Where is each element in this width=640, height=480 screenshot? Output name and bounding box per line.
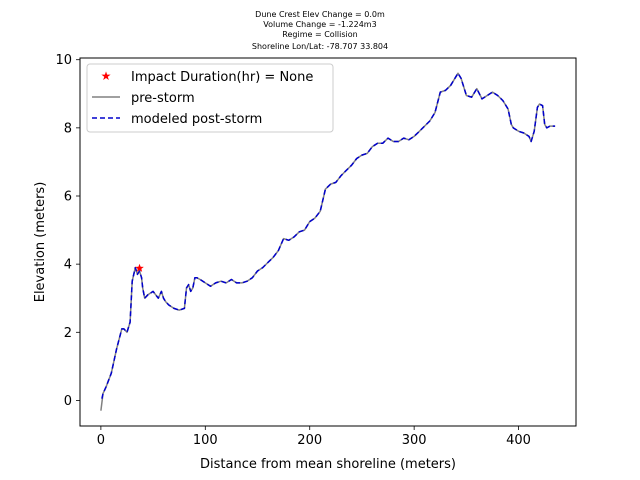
series-line-post-storm (101, 72, 556, 399)
legend-star-icon: ★ (101, 69, 112, 83)
title-line-4: Shoreline Lon/Lat: -78.707 33.804 (252, 42, 388, 51)
y-tick-label: 0 (64, 394, 72, 409)
y-axis-ticks: 0 2 4 6 8 10 (55, 53, 80, 409)
chart-title: Dune Crest Elev Change = 0.0m Volume Cha… (252, 10, 388, 51)
title-line-1: Dune Crest Elev Change = 0.0m (255, 10, 385, 19)
y-tick-label: 8 (64, 121, 72, 136)
series-layer (100, 72, 556, 411)
legend-label-post-storm: modeled post-storm (131, 112, 262, 127)
x-tick-label: 200 (297, 433, 322, 448)
legend-label-impact: Impact Duration(hr) = None (131, 70, 313, 85)
y-tick-label: 2 (64, 326, 72, 341)
x-axis-label: Distance from mean shoreline (meters) (200, 457, 456, 472)
legend-label-pre-storm: pre-storm (131, 91, 195, 106)
legend-frame (86, 63, 334, 133)
plot-frame (79, 57, 577, 427)
title-line-3: Regime = Collision (282, 30, 357, 39)
x-tick-label: 0 (97, 433, 105, 448)
y-axis-label: Elevation (meters) (33, 182, 48, 303)
plot-area (79, 57, 577, 427)
x-axis-ticks: 0 100 200 300 400 (97, 426, 531, 448)
marker-layer (135, 263, 144, 272)
y-tick-label: 4 (64, 258, 72, 273)
legend: ★ Impact Duration(hr) = None pre-storm m… (86, 63, 334, 133)
x-tick-label: 300 (402, 433, 427, 448)
y-tick-label: 6 (64, 190, 72, 205)
y-tick-label: 10 (55, 53, 72, 68)
title-line-2: Volume Change = -1.224m3 (263, 20, 376, 29)
x-tick-label: 400 (506, 433, 531, 448)
x-tick-label: 100 (193, 433, 218, 448)
impact-point-marker (135, 263, 144, 272)
